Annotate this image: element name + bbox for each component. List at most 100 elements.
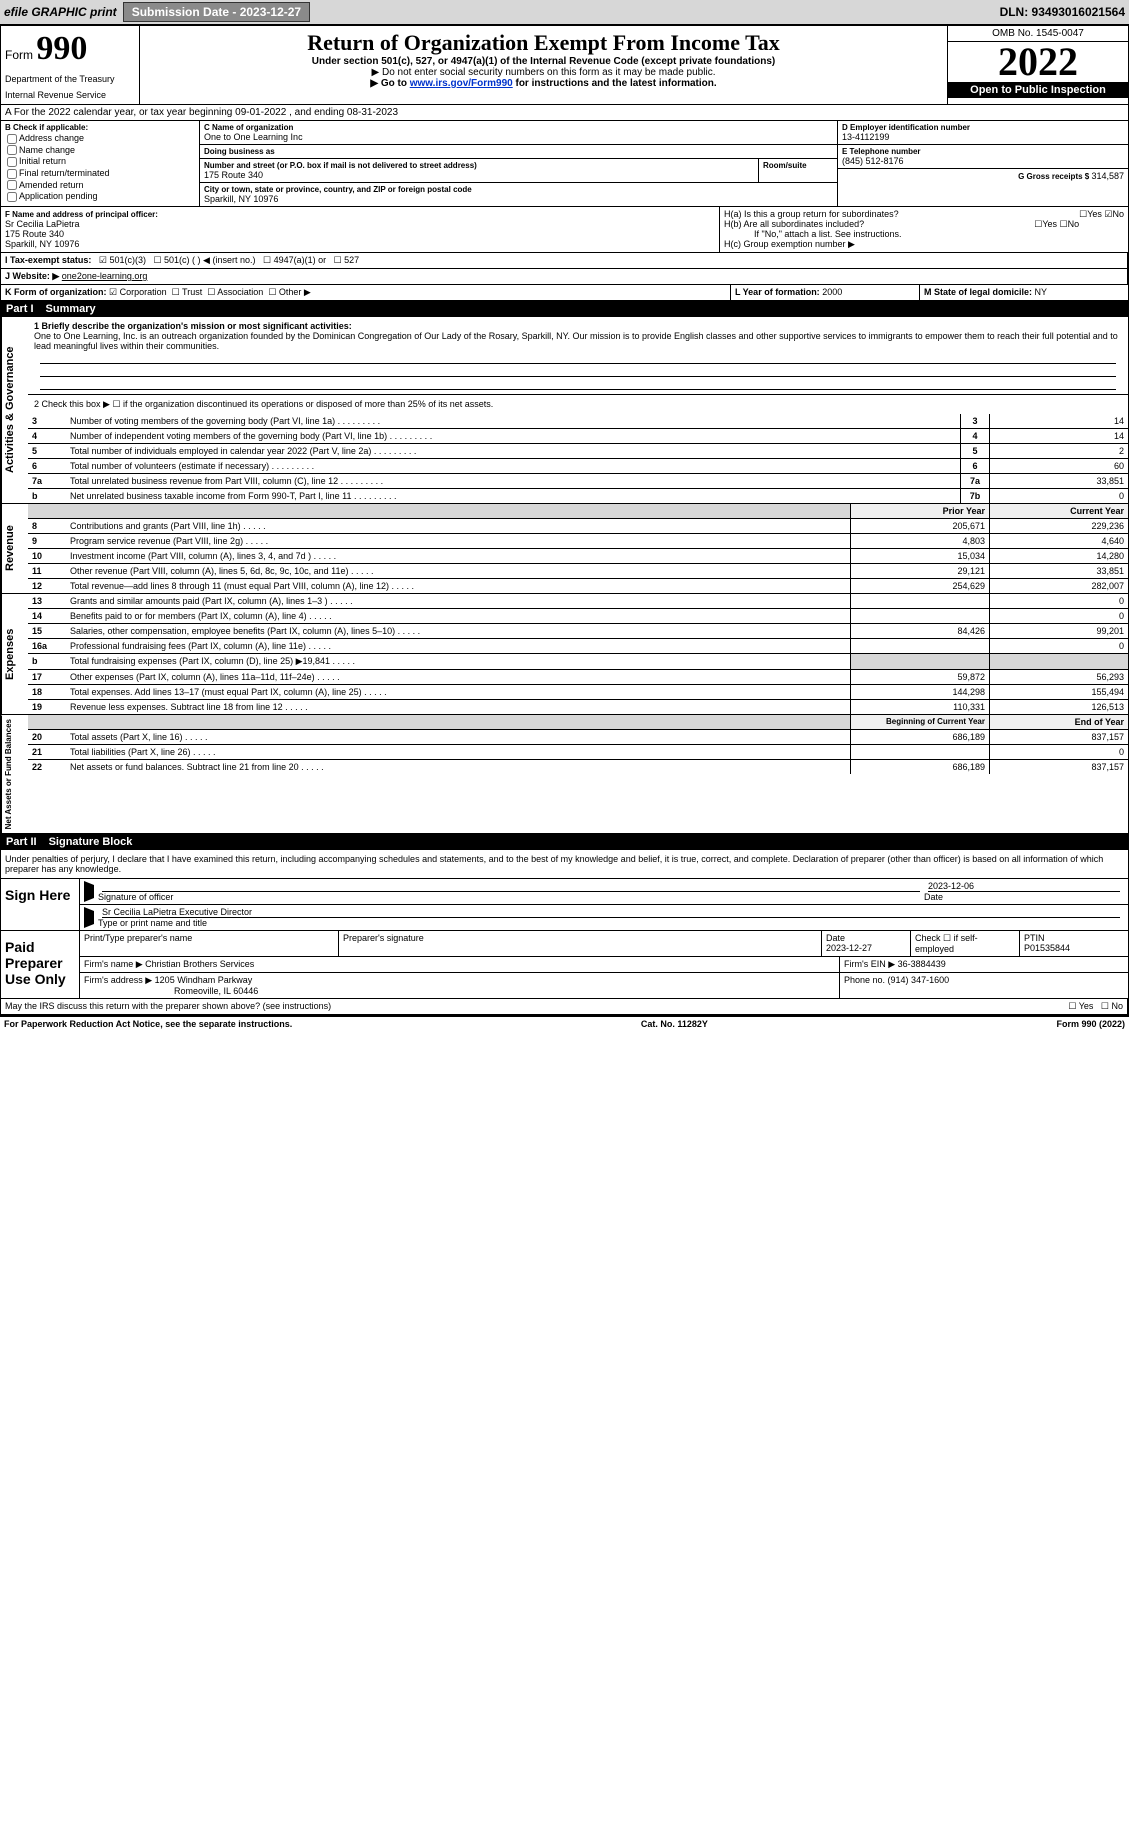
irs-link[interactable]: www.irs.gov/Form990	[410, 78, 513, 89]
firm-addr2: Romeoville, IL 60446	[84, 986, 258, 996]
room-lbl: Room/suite	[763, 161, 833, 170]
year-formation: 2000	[822, 287, 842, 297]
officer-name: Sr Cecilia LaPietra	[5, 219, 80, 229]
col-b: B Check if applicable: Address change Na…	[1, 121, 200, 206]
j-lbl: J Website: ▶	[5, 271, 59, 281]
p-sig-lbl: Preparer's signature	[343, 933, 817, 943]
top-bar: efile GRAPHIC print Submission Date - 20…	[0, 0, 1129, 24]
c-name-lbl: C Name of organization	[204, 123, 833, 132]
f-lbl: F Name and address of principal officer:	[5, 210, 158, 219]
nameline-lbl: Type or print name and title	[98, 918, 1124, 928]
boy-hdr: Beginning of Current Year	[850, 715, 989, 729]
chk-amended[interactable]: Amended return	[5, 180, 195, 191]
table-row: 8Contributions and grants (Part VIII, li…	[28, 519, 1128, 534]
may-irs-row: May the IRS discuss this return with the…	[0, 999, 1129, 1015]
city-state-zip: Sparkill, NY 10976	[204, 194, 833, 204]
efile-label: efile GRAPHIC print	[4, 5, 117, 19]
gross-lbl: G Gross receipts $	[1018, 172, 1091, 181]
website[interactable]: one2one-learning.org	[62, 271, 148, 281]
l-lbl: L Year of formation:	[735, 287, 822, 297]
irs-label: Internal Revenue Service	[5, 84, 135, 100]
header-left: Form 990 Department of the Treasury Inte…	[1, 26, 140, 104]
form-header: Form 990 Department of the Treasury Inte…	[0, 24, 1129, 105]
ha-lbl: H(a) Is this a group return for subordin…	[724, 209, 899, 219]
penalty-statement: Under penalties of perjury, I declare th…	[0, 850, 1129, 879]
may-discuss: May the IRS discuss this return with the…	[5, 1001, 331, 1011]
officer-typed-name: Sr Cecilia LaPietra Executive Director	[102, 907, 1120, 918]
entity-block: B Check if applicable: Address change Na…	[0, 121, 1129, 207]
col-d: D Employer identification number 13-4112…	[837, 121, 1128, 206]
chk-app-pending[interactable]: Application pending	[5, 191, 195, 202]
p-check[interactable]: Check ☐ if self-employed	[911, 931, 1020, 956]
header-mid: Return of Organization Exempt From Incom…	[140, 26, 947, 104]
firm-ein: 36-3884439	[898, 959, 946, 969]
i-lbl: I Tax-exempt status:	[5, 255, 91, 265]
date-lbl: Date	[924, 892, 1124, 902]
p-date: 2023-12-27	[826, 943, 906, 953]
table-row: 16aProfessional fundraising fees (Part I…	[28, 639, 1128, 654]
table-row: bTotal fundraising expenses (Part IX, co…	[28, 654, 1128, 670]
table-row: 11Other revenue (Part VIII, column (A), …	[28, 564, 1128, 579]
submission-date-btn[interactable]: Submission Date - 2023-12-27	[123, 2, 310, 22]
chk-address-change[interactable]: Address change	[5, 133, 195, 144]
table-row: 14Benefits paid to or for members (Part …	[28, 609, 1128, 624]
pra-notice: For Paperwork Reduction Act Notice, see …	[4, 1019, 292, 1029]
form-number: 990	[36, 30, 87, 67]
gross-receipts: 314,587	[1091, 171, 1124, 181]
table-row: 21Total liabilities (Part X, line 26) . …	[28, 745, 1128, 760]
city-lbl: City or town, state or province, country…	[204, 185, 833, 194]
expenses-section: Expenses 13Grants and similar amounts pa…	[0, 594, 1129, 715]
firm-phone: (914) 347-1600	[888, 975, 950, 985]
current-year-hdr: Current Year	[989, 504, 1128, 518]
chk-initial-return[interactable]: Initial return	[5, 156, 195, 167]
prior-year-hdr: Prior Year	[850, 504, 989, 518]
chk-final-return[interactable]: Final return/terminated	[5, 168, 195, 179]
hb-note: If "No," attach a list. See instructions…	[724, 229, 1124, 239]
table-row: bNet unrelated business taxable income f…	[28, 489, 1128, 503]
p-date-lbl: Date	[826, 933, 906, 943]
box-h: H(a) Is this a group return for subordin…	[720, 207, 1128, 252]
table-row: 17Other expenses (Part IX, column (A), l…	[28, 670, 1128, 685]
ein: 13-4112199	[842, 132, 1124, 142]
phone-lbl: E Telephone number	[842, 147, 1124, 156]
table-row: 9Program service revenue (Part VIII, lin…	[28, 534, 1128, 549]
form-prefix: Form	[5, 48, 33, 62]
table-row: 15Salaries, other compensation, employee…	[28, 624, 1128, 639]
form-title: Return of Organization Exempt From Incom…	[144, 30, 943, 56]
paid-preparer-lbl: Paid Preparer Use Only	[1, 931, 80, 998]
firm-lbl: Firm's name ▶	[84, 959, 143, 969]
net-assets-section: Net Assets or Fund Balances Beginning of…	[0, 715, 1129, 834]
na-header: Beginning of Current Year End of Year	[28, 715, 1128, 730]
row-i: I Tax-exempt status: ☑ 501(c)(3) ☐ 501(c…	[0, 253, 1129, 269]
sig-officer-lbl: Signature of officer	[98, 892, 924, 902]
ptin-lbl: PTIN	[1024, 933, 1124, 943]
part1-tag: Part I	[6, 303, 34, 315]
l1-text: One to One Learning, Inc. is an outreach…	[34, 331, 1118, 351]
table-row: 22Net assets or fund balances. Subtract …	[28, 760, 1128, 774]
street-address: 175 Route 340	[204, 170, 754, 180]
sign-here-block: Sign Here Signature of officer 2023-12-0…	[0, 879, 1129, 931]
open-public: Open to Public Inspection	[948, 82, 1128, 98]
eoy-hdr: End of Year	[989, 715, 1128, 729]
table-row: 5Total number of individuals employed in…	[28, 444, 1128, 459]
l1-lbl: 1 Briefly describe the organization's mi…	[34, 321, 352, 331]
ein-lbl: D Employer identification number	[842, 123, 1124, 132]
firm-name: Christian Brothers Services	[145, 959, 254, 969]
table-row: 4Number of independent voting members of…	[28, 429, 1128, 444]
arrow-icon	[84, 907, 94, 928]
form-ref: Form 990 (2022)	[1056, 1019, 1125, 1029]
table-row: 6Total number of volunteers (estimate if…	[28, 459, 1128, 474]
activities-governance: Activities & Governance 1 Briefly descri…	[0, 317, 1129, 504]
paid-preparer-block: Paid Preparer Use Only Print/Type prepar…	[0, 931, 1129, 999]
tax-year: 2022	[948, 42, 1128, 82]
dept-treasury: Department of the Treasury	[5, 68, 135, 84]
side-exp: Expenses	[1, 594, 28, 714]
goto-suffix: for instructions and the latest informat…	[513, 78, 717, 89]
cat-no: Cat. No. 11282Y	[641, 1019, 708, 1029]
m-lbl: M State of legal domicile:	[924, 287, 1035, 297]
chk-name-change[interactable]: Name change	[5, 145, 195, 156]
sign-here-lbl: Sign Here	[1, 879, 80, 930]
side-ag: Activities & Governance	[1, 317, 28, 503]
hc-lbl: H(c) Group exemption number ▶	[724, 239, 1124, 250]
side-rev: Revenue	[1, 504, 28, 593]
